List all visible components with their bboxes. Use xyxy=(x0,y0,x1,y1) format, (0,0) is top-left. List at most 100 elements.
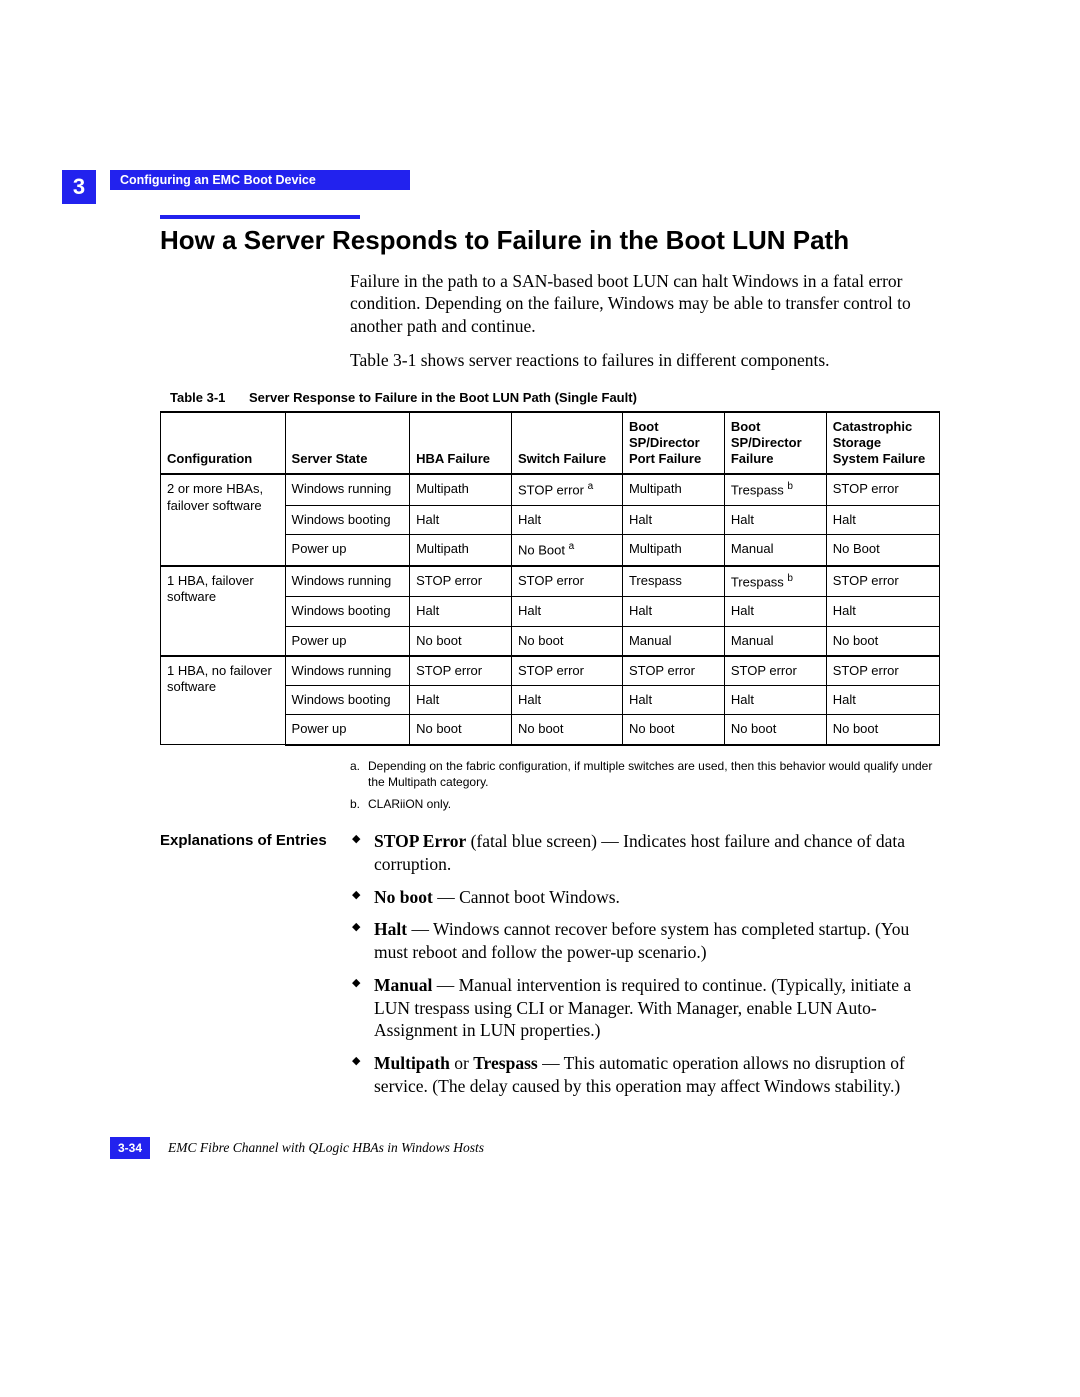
explanation-item: Halt — Windows cannot recover before sys… xyxy=(350,918,940,964)
table-cell: Power up xyxy=(285,626,410,656)
table-caption: Table 3-1 Server Response to Failure in … xyxy=(170,390,940,405)
table-cell: Multipath xyxy=(622,474,724,505)
table-cell: Halt xyxy=(724,597,826,626)
table-body: 2 or more HBAs, failover softwareWindows… xyxy=(161,474,940,744)
header-bar: Configuring an EMC Boot Device xyxy=(110,170,410,190)
footnote-text: Depending on the fabric configuration, i… xyxy=(368,758,940,790)
table-cell: Windows booting xyxy=(285,597,410,626)
intro-paragraph: Table 3-1 shows server reactions to fail… xyxy=(350,349,940,371)
table-column-header: BootSP/DirectorPort Failure xyxy=(622,412,724,475)
table-cell: No boot xyxy=(511,715,622,745)
chapter-tab: 3 xyxy=(62,170,96,204)
table-column-header: BootSP/DirectorFailure xyxy=(724,412,826,475)
table-cell: Halt xyxy=(410,505,512,534)
table-column-header: Configuration xyxy=(161,412,286,475)
table-cell: No Boot xyxy=(826,535,939,566)
table-cell: Halt xyxy=(410,597,512,626)
table-cell: Halt xyxy=(511,597,622,626)
table-cell: Windows running xyxy=(285,474,410,505)
table-cell: Windows running xyxy=(285,566,410,597)
footnote: b.CLARiiON only. xyxy=(350,796,940,812)
page-number: 3-34 xyxy=(110,1137,150,1159)
explanation-item: Manual — Manual intervention is required… xyxy=(350,974,940,1042)
footnote: a.Depending on the fabric configuration,… xyxy=(350,758,940,790)
table-cell: Power up xyxy=(285,535,410,566)
table-cell: Halt xyxy=(724,686,826,715)
table-cell: STOP error xyxy=(826,566,939,597)
table-cell: Halt xyxy=(511,686,622,715)
explanations-block: Explanations of Entries STOP Error (fata… xyxy=(160,830,940,1108)
failure-response-table: ConfigurationServer StateHBA FailureSwit… xyxy=(160,411,940,746)
table-cell: Halt xyxy=(826,597,939,626)
table-cell: STOP error xyxy=(724,656,826,686)
table-header: ConfigurationServer StateHBA FailureSwit… xyxy=(161,412,940,475)
table-cell: STOP error xyxy=(511,656,622,686)
table-cell: STOP error xyxy=(410,566,512,597)
explanation-item: No boot — Cannot boot Windows. xyxy=(350,886,940,909)
page-footer: 3-34 EMC Fibre Channel with QLogic HBAs … xyxy=(110,1137,484,1159)
table-cell: No boot xyxy=(724,715,826,745)
table-caption-text: Server Response to Failure in the Boot L… xyxy=(249,390,637,405)
table-cell: No boot xyxy=(826,626,939,656)
explanation-item: Multipath or Trespass — This automatic o… xyxy=(350,1052,940,1098)
table-cell: Power up xyxy=(285,715,410,745)
table-cell: Manual xyxy=(724,535,826,566)
config-cell: 2 or more HBAs, failover software xyxy=(161,474,286,565)
table-column-header: Server State xyxy=(285,412,410,475)
table-cell: No boot xyxy=(511,626,622,656)
explanation-item: STOP Error (fatal blue screen) — Indicat… xyxy=(350,830,940,876)
footnote-mark: b. xyxy=(350,796,368,812)
table-cell: Halt xyxy=(622,686,724,715)
table-cell: STOP error a xyxy=(511,474,622,505)
table-cell: No Boot a xyxy=(511,535,622,566)
table-cell: No boot xyxy=(410,715,512,745)
table-cell: Windows booting xyxy=(285,505,410,534)
config-cell: 1 HBA, failover software xyxy=(161,566,286,656)
table-row: 1 HBA, no failover softwareWindows runni… xyxy=(161,656,940,686)
table-cell: Manual xyxy=(724,626,826,656)
table-cell: Trespass b xyxy=(724,566,826,597)
explanations-list: STOP Error (fatal blue screen) — Indicat… xyxy=(350,830,940,1108)
config-cell: 1 HBA, no failover software xyxy=(161,656,286,745)
table-cell: Manual xyxy=(622,626,724,656)
table-column-header: Switch Failure xyxy=(511,412,622,475)
explanations-label: Explanations of Entries xyxy=(160,830,350,1108)
table-cell: No boot xyxy=(622,715,724,745)
table-cell: Multipath xyxy=(622,535,724,566)
table-cell: STOP error xyxy=(410,656,512,686)
table-cell: Windows running xyxy=(285,656,410,686)
table-cell: Windows booting xyxy=(285,686,410,715)
table-cell: STOP error xyxy=(511,566,622,597)
table-cell: Halt xyxy=(826,505,939,534)
table-cell: Trespass xyxy=(622,566,724,597)
table-cell: Trespass b xyxy=(724,474,826,505)
table-cell: Multipath xyxy=(410,535,512,566)
intro-paragraph: Failure in the path to a SAN-based boot … xyxy=(350,270,940,337)
table-caption-label: Table 3-1 xyxy=(170,390,225,405)
table-cell: Halt xyxy=(826,686,939,715)
page: 3 Configuring an EMC Boot Device How a S… xyxy=(0,0,1080,1397)
section-rule xyxy=(160,215,360,219)
table-cell: No boot xyxy=(826,715,939,745)
table-row: 1 HBA, failover softwareWindows runningS… xyxy=(161,566,940,597)
table-cell: Halt xyxy=(622,597,724,626)
table-cell: Halt xyxy=(622,505,724,534)
table-cell: Multipath xyxy=(410,474,512,505)
table-cell: STOP error xyxy=(622,656,724,686)
table-cell: Halt xyxy=(511,505,622,534)
section-title: How a Server Responds to Failure in the … xyxy=(160,225,940,256)
table-cell: STOP error xyxy=(826,474,939,505)
table-footnotes: a.Depending on the fabric configuration,… xyxy=(350,758,940,813)
table-column-header: HBA Failure xyxy=(410,412,512,475)
footnote-text: CLARiiON only. xyxy=(368,796,451,812)
table-column-header: CatastrophicStorageSystem Failure xyxy=(826,412,939,475)
intro-text: Failure in the path to a SAN-based boot … xyxy=(350,270,940,372)
content-area: How a Server Responds to Failure in the … xyxy=(160,215,940,1108)
table-cell: Halt xyxy=(724,505,826,534)
doc-title: EMC Fibre Channel with QLogic HBAs in Wi… xyxy=(168,1140,484,1156)
footnote-mark: a. xyxy=(350,758,368,790)
table-row: 2 or more HBAs, failover softwareWindows… xyxy=(161,474,940,505)
table-cell: STOP error xyxy=(826,656,939,686)
table-cell: Halt xyxy=(410,686,512,715)
table-cell: No boot xyxy=(410,626,512,656)
